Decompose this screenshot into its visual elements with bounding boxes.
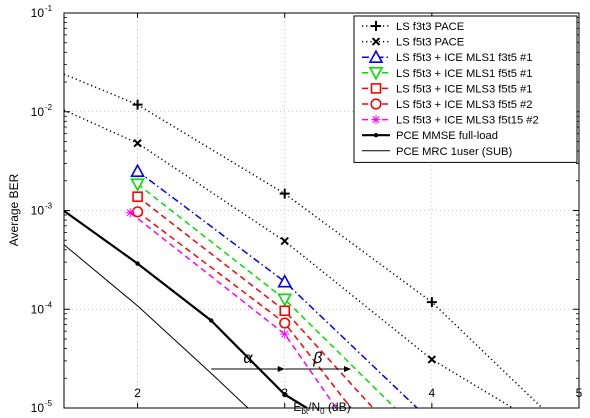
legend-label-4: LS f5t3 + ICE MLS1 f5t5 #1 (396, 68, 533, 80)
series-2-marker (427, 355, 437, 364)
series-line-5 (137, 196, 374, 408)
legend: LS f3t3 PACE LS f5t3 PACE LS f5t3 + ICE ML… (353, 15, 578, 163)
x-tick-label: 2 (134, 386, 141, 400)
y-tick-label: 10 (31, 401, 45, 415)
y-tick-exponent: -3 (45, 202, 53, 211)
x-tick-label: 4 (429, 386, 436, 400)
x-tick-label: 3 (281, 386, 288, 400)
y-axis-label: Average BER (7, 173, 21, 246)
series-1-marker (279, 188, 290, 199)
x-axis-label-part: E (293, 400, 301, 414)
x-axis-label-part: 0 (320, 407, 325, 416)
legend-marker-1 (371, 21, 381, 31)
series-8-marker (135, 261, 140, 266)
legend-label-5: LS f5t3 + ICE MLS3 f5t5 #1 (396, 83, 533, 95)
legend-marker-7 (371, 115, 381, 125)
legend-marker-5 (370, 83, 382, 94)
y-tick-exponent: -1 (45, 4, 53, 13)
legend-box (353, 15, 578, 163)
series-5-marker (279, 305, 291, 317)
x-axis-label-part: (dB) (325, 400, 351, 414)
legend-marker-2 (371, 37, 381, 46)
series-line-3 (137, 170, 418, 408)
y-tick-label: 10 (31, 105, 45, 119)
series-7-marker (125, 208, 135, 218)
y-tick-label: 10 (31, 6, 45, 20)
series-3-marker (277, 274, 293, 288)
y-tick-exponent: -2 (45, 103, 53, 112)
annotation-label-2: β (312, 350, 322, 367)
legend-label-3: LS f5t3 + ICE MLS1 f3t5 #1 (396, 52, 533, 64)
annotation-label-1: α (243, 350, 253, 367)
series-6-marker (279, 317, 291, 329)
x-axis-label: Ebt/N0 (dB) (293, 400, 350, 416)
series-line-4 (137, 183, 396, 408)
x-tick-label: 5 (576, 386, 583, 400)
legend-label-2: LS f5t3 PACE (396, 37, 464, 49)
series-2-marker (280, 236, 289, 246)
series-7-marker (280, 329, 290, 339)
y-tick-label: 10 (31, 204, 45, 218)
legend-label-1: LS f3t3 PACE (396, 21, 464, 33)
series-4-marker (277, 293, 293, 308)
legend-marker-3 (368, 49, 384, 63)
series-5-marker (132, 191, 143, 202)
x-axis-label-part: bt (301, 407, 308, 416)
legend-marker-8 (373, 133, 379, 138)
series-8-marker (282, 392, 287, 397)
y-tick-label: 10 (31, 302, 45, 316)
y-tick-exponent: -5 (45, 399, 53, 408)
series-1-marker (132, 99, 143, 110)
series-line-7 (129, 212, 337, 408)
legend-label-8: PCE MMSE full-load (396, 130, 498, 142)
legend-marker-6 (370, 98, 382, 110)
series-2-marker (133, 139, 142, 148)
series-6-marker (131, 206, 144, 218)
legend-marker-4 (368, 67, 384, 81)
series-line-6 (137, 211, 352, 408)
series-1-marker (426, 297, 437, 308)
legend-label-7: LS f5t3 + ICE MLS3 f5t15 #2 (396, 115, 539, 127)
series-3-marker (130, 163, 145, 178)
legend-label-6: LS f5t3 + ICE MLS3 f5t5 #2 (396, 99, 533, 111)
series-markers (125, 99, 437, 397)
series-4-marker (130, 178, 145, 192)
legend-label-9: PCE MRC 1user (SUB) (396, 146, 513, 158)
series-line-9 (64, 244, 249, 408)
y-tick-exponent: -4 (45, 300, 53, 309)
x-axis-label-part: /N (308, 400, 320, 414)
series-8-marker (208, 318, 214, 323)
